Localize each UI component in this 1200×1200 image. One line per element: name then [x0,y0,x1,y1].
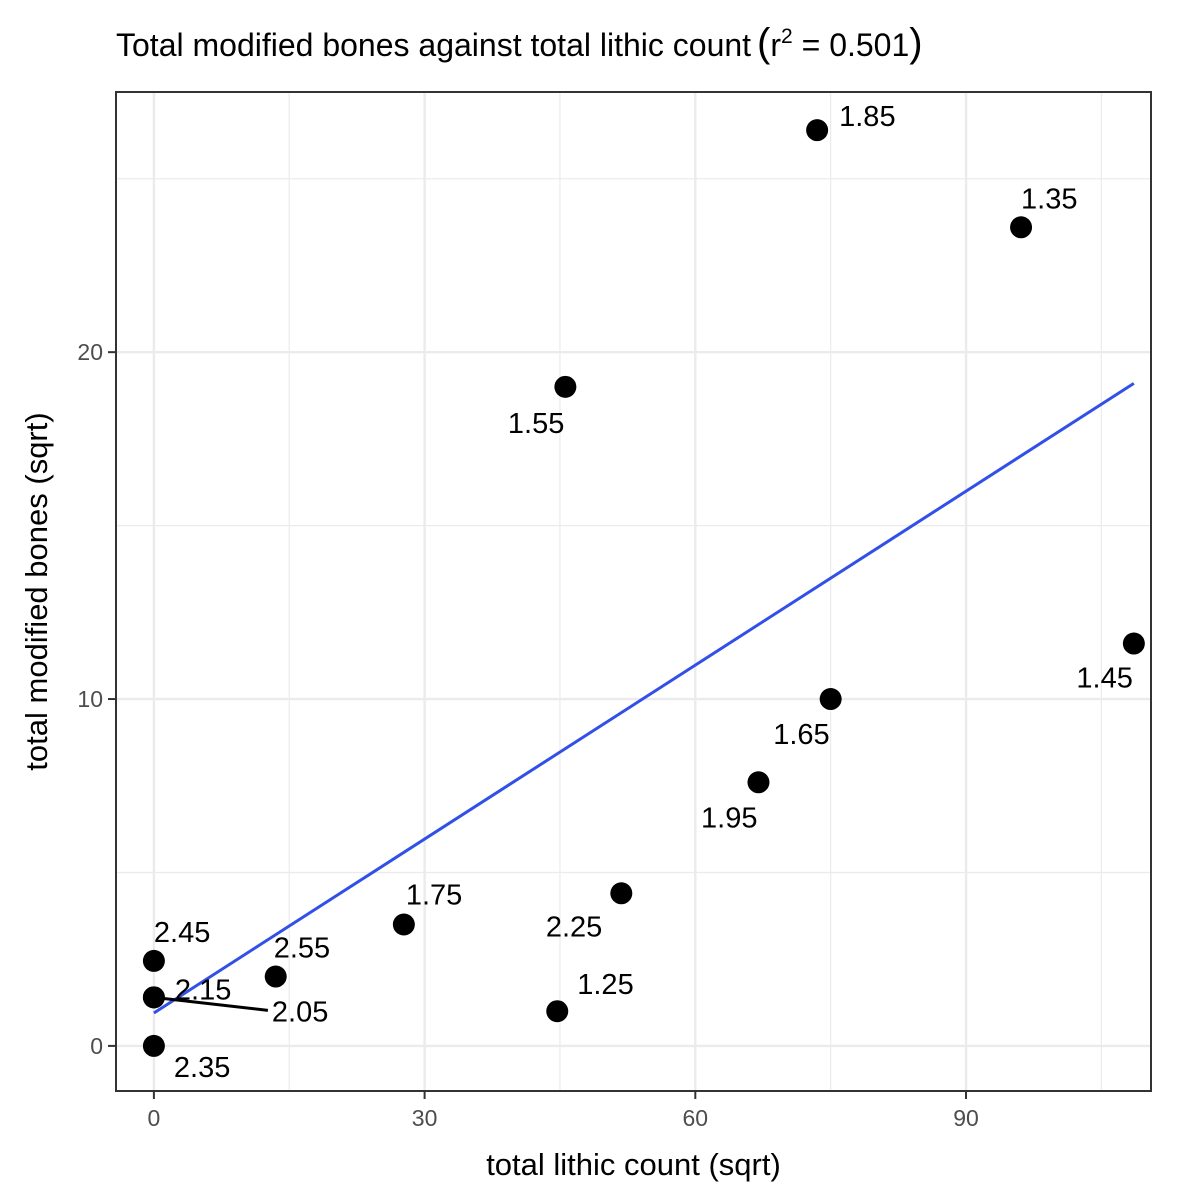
major-gridlines [116,92,1151,1091]
title-stat-symbol: r [770,27,781,63]
x-tick-label: 30 [412,1105,438,1131]
point-label: 2.25 [546,911,602,943]
data-point [747,771,770,794]
x-tick-label: 90 [953,1105,979,1131]
data-point [546,1000,569,1023]
data-point [554,375,577,398]
x-tick-label: 60 [683,1105,709,1131]
point-label: 2.05 [272,996,328,1028]
data-point [1122,632,1145,655]
point-label: 1.25 [577,969,633,1001]
regression-line [153,382,1135,1015]
point-label: 1.95 [701,802,757,834]
point-label: 1.45 [1076,663,1132,695]
data-point [264,965,287,988]
data-point [392,913,415,936]
point-label: 1.65 [773,719,829,751]
point-label: 1.55 [508,408,564,440]
data-point [142,949,165,972]
y-tick-label: 20 [77,339,103,365]
point-label: 2.15 [175,974,231,1006]
point-label: 2.45 [154,917,210,949]
point-labels-layer: 1.85 1.35 1.55 1.45 1.65 1.95 2.25 1.75 1.25 2.55… [154,101,1133,1084]
data-point [142,986,165,1009]
data-point [1010,216,1033,239]
points-layer [142,119,1145,1057]
data-point [806,119,829,142]
fit-line-layer [153,382,1135,1015]
title-stat-exponent: 2 [781,25,793,48]
y-axis-title: total modified bones (sqrt) [19,412,54,770]
point-label: 1.35 [1021,183,1077,215]
y-axis: 0 10 20 [77,339,116,1059]
panel-border [115,91,1152,1092]
minor-gridlines [116,92,1151,1091]
point-label: 1.85 [839,101,895,133]
point-label: 2.55 [274,933,330,965]
data-point [819,688,842,711]
title-paren-open: ( [757,21,771,65]
point-label: 1.75 [406,880,462,912]
point-label: 2.35 [174,1052,230,1084]
x-tick-label: 0 [148,1105,161,1131]
x-axis-title: total lithic count (sqrt) [486,1147,781,1182]
label-connector-2-05 [153,995,269,1012]
label-connector-layer [153,995,269,1012]
data-point [142,1034,165,1057]
title-stat-value: = 0.501 [793,27,910,63]
x-axis: 0 30 60 90 [148,1091,979,1131]
y-tick-label: 0 [90,1033,103,1059]
y-tick-label: 10 [77,686,103,712]
chart-title: Total modified bones against total lithi… [116,21,923,65]
data-point [610,882,633,905]
title-paren-close: ) [909,21,922,65]
chart-title-main: Total modified bones against total lithi… [116,27,751,63]
